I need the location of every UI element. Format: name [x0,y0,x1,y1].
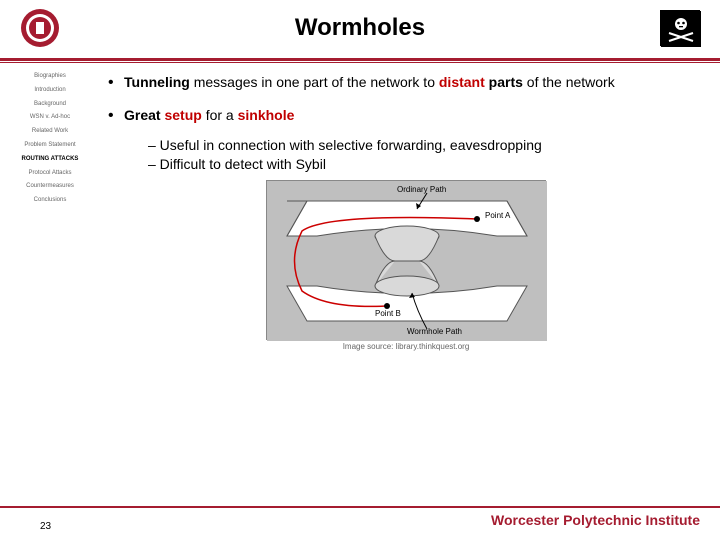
footer-divider [0,506,720,508]
page-number: 23 [40,521,51,532]
diagram-label-wormhole: Wormhole Path [407,327,462,336]
diagram-label-ordinary: Ordinary Path [397,185,446,194]
pirate-flag-icon [660,10,700,46]
footer-institution: Worcester Polytechnic Institute [0,512,720,528]
text-distant: distant [439,74,485,90]
wpi-seal-logo [20,8,60,48]
slide-header: Wormholes [0,0,720,58]
text-parts: parts [489,74,523,90]
sidebar-item-routing-attacks[interactable]: ROUTING ATTACKS [4,156,96,164]
bullet-marker: • [108,106,124,125]
text-great: Great [124,107,164,123]
slide-content: • Tunneling messages in one part of the … [100,63,720,503]
diagram-label-point-a: Point A [485,211,510,220]
sidebar-item-related-work[interactable]: Related Work [4,128,96,136]
sub-bullet-useful: – Useful in connection with selective fo… [108,137,704,153]
bullet-text: Tunneling messages in one part of the ne… [124,73,704,92]
text-tunneling: Tunneling [124,74,190,90]
text-sinkhole: sinkhole [238,107,295,123]
sidebar-item-protocol-attacks[interactable]: Protocol Attacks [4,170,96,178]
sidebar-item-countermeasures[interactable]: Countermeasures [4,183,96,191]
outline-sidebar: Biographies Introduction Background WSN … [0,63,100,503]
header-divider-thick [0,58,720,61]
bullet-text: Great setup for a sinkhole [124,106,704,125]
slide-title: Wormholes [0,0,720,42]
sidebar-item-wsn-adhoc[interactable]: WSN v. Ad-hoc [4,114,96,122]
bullet-marker: • [108,73,124,92]
image-caption: Image source: library.thinkquest.org [108,342,704,351]
slide-footer: Worcester Polytechnic Institute [0,506,720,528]
wormhole-diagram: Ordinary Path Point A Point B Wormhole P… [266,180,546,340]
sidebar-item-biographies[interactable]: Biographies [4,73,96,81]
sidebar-item-conclusions[interactable]: Conclusions [4,197,96,205]
diagram-label-point-b: Point B [375,309,401,318]
sidebar-item-background[interactable]: Background [4,101,96,109]
bullet-tunneling: • Tunneling messages in one part of the … [108,73,704,92]
text-plain: messages in one part of the network to [190,74,439,90]
bullet-setup: • Great setup for a sinkhole [108,106,704,125]
slide-body: Biographies Introduction Background WSN … [0,63,720,503]
sidebar-item-introduction[interactable]: Introduction [4,87,96,95]
sidebar-item-problem-statement[interactable]: Problem Statement [4,142,96,150]
text-setup: setup [164,107,201,123]
sub-bullet-difficult: – Difficult to detect with Sybil [108,156,704,172]
